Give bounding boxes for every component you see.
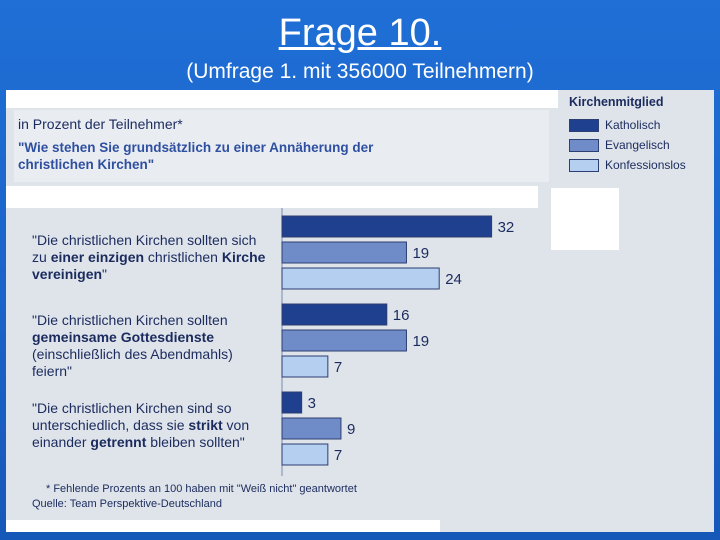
chart-header: in Prozent der Teilnehmer* "Wie stehen S…	[14, 110, 549, 182]
legend-swatch	[569, 119, 599, 132]
legend-label: Katholisch	[605, 118, 661, 132]
legend-swatch	[569, 139, 599, 152]
slide-subtitle: (Umfrage 1. mit 356000 Teilnehmern)	[186, 60, 534, 83]
bar-value-label: 19	[412, 245, 429, 262]
q1-part-bold: Kirche vereinigen	[32, 249, 266, 282]
q1-part: "Die christlichen Kirchen sollten sich z…	[32, 232, 257, 265]
q3-part: bleiben sollten"	[146, 434, 245, 450]
bar-value-label: 16	[393, 307, 410, 324]
source-note: Quelle: Team Perspektive-Deutschland	[32, 498, 222, 510]
bar-evangelisch-1	[281, 241, 407, 264]
q1-part: christlichen	[144, 249, 222, 265]
bar-evangelisch-3	[281, 417, 342, 440]
bar-value-label: 7	[334, 359, 342, 376]
q2-part: (einschließlich des Abendmahls) feiern"	[32, 346, 233, 379]
q3-part-bold: getrennt	[90, 434, 147, 450]
white-strip-left	[6, 186, 538, 208]
chart-question-title: "Wie stehen Sie grundsätzlich zu einer A…	[18, 140, 374, 172]
bar-katholisch-2	[281, 303, 388, 326]
bar-konfessionslos-2	[281, 355, 329, 378]
bar-katholisch-3	[281, 391, 303, 414]
bar-value-label: 9	[347, 421, 355, 438]
bar-evangelisch-2	[281, 329, 407, 352]
chart-unit-label: in Prozent der Teilnehmer*	[18, 116, 183, 132]
white-strip-top	[6, 90, 558, 108]
bar-konfessionslos-1	[281, 267, 440, 290]
bar-value-label: 24	[445, 271, 462, 288]
q3-part: von einander	[32, 417, 250, 450]
white-strip-right	[551, 188, 619, 250]
bar-value-label: 7	[334, 447, 342, 464]
slide-title: Frage 10.	[278, 12, 442, 54]
legend-swatch	[569, 159, 599, 172]
q1-part: "	[102, 266, 108, 282]
q3-part-bold: strikt	[188, 417, 223, 433]
q3-part: "Die christlichen Kirchen sind so unters…	[32, 400, 232, 433]
question-text-2: "Die christlichen Kirchen sollten gemein…	[32, 312, 272, 380]
q2-part-bold: gemeinsame Gottesdienste	[32, 329, 215, 345]
white-strip-bottom	[6, 520, 440, 532]
bar-value-label: 19	[412, 333, 429, 350]
chart-legend: Kirchenmitglied Katholisch Evangelisch K…	[564, 90, 710, 182]
q2-part: "Die christlichen Kirchen sollten	[32, 312, 228, 328]
bar-value-label: 32	[498, 219, 515, 236]
bar-value-label: 3	[308, 395, 316, 412]
legend-label: Konfessionslos	[605, 158, 686, 172]
question-text-1: "Die christlichen Kirchen sollten sich z…	[32, 232, 272, 283]
chart-panel: in Prozent der Teilnehmer* "Wie stehen S…	[6, 90, 714, 532]
bar-katholisch-1	[281, 215, 493, 238]
legend-label: Evangelisch	[605, 138, 670, 152]
bar-konfessionslos-3	[281, 443, 329, 466]
q1-part-bold: einer einzigen	[50, 249, 145, 265]
question-text-3: "Die christlichen Kirchen sind so unters…	[32, 400, 272, 451]
legend-title: Kirchenmitglied	[569, 95, 664, 109]
footnote: * Fehlende Prozents an 100 haben mit "We…	[46, 483, 357, 495]
